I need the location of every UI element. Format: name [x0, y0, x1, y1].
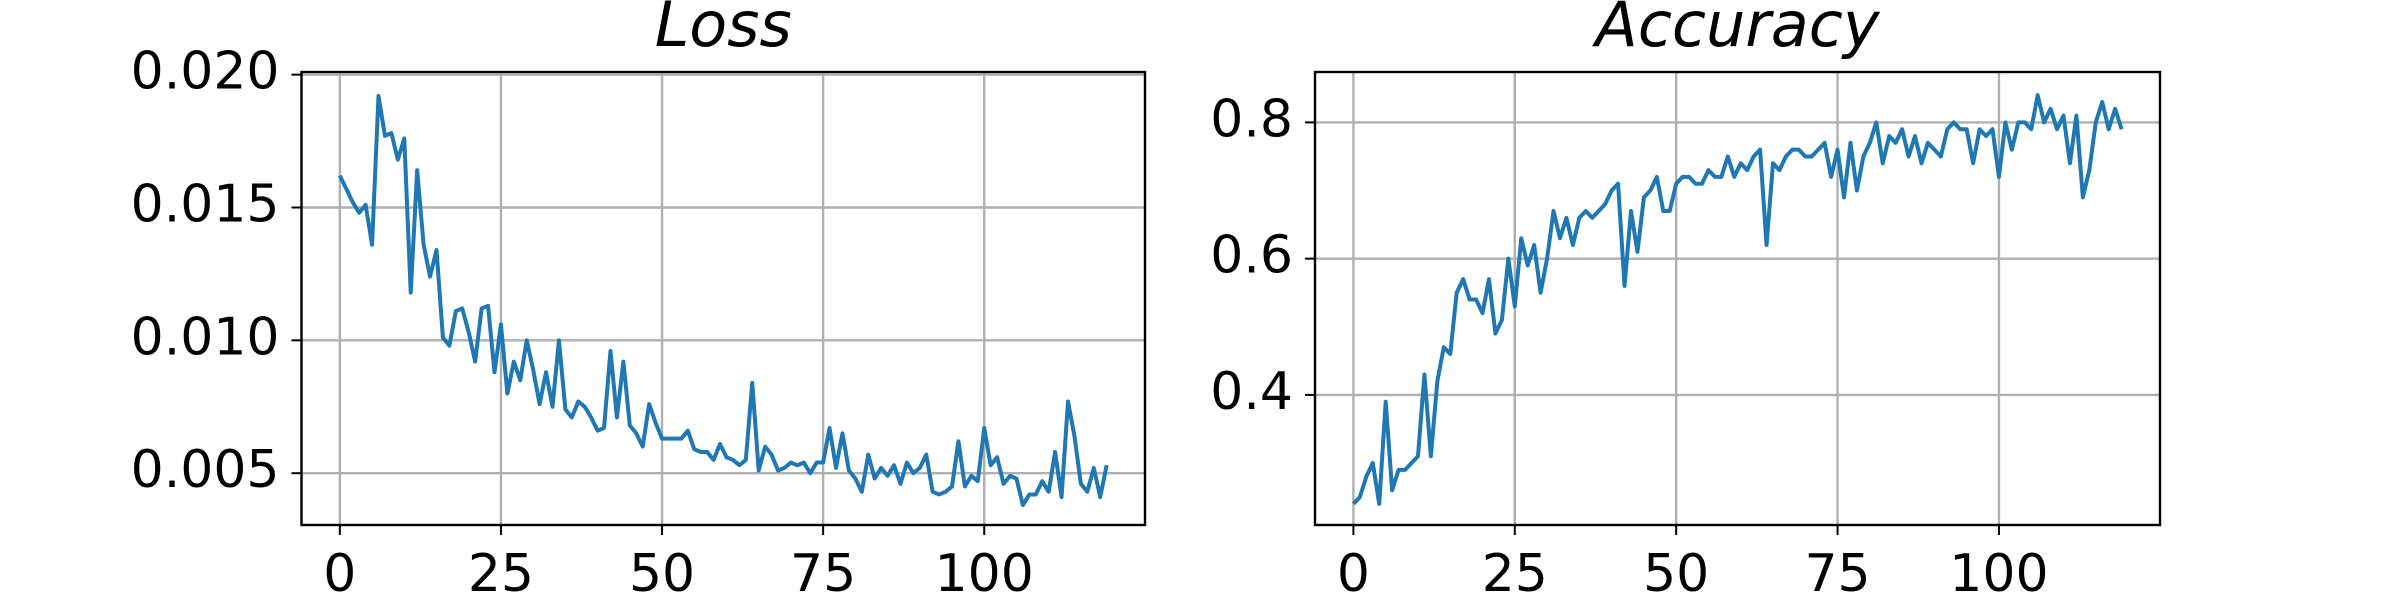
x-tick-label: 0	[1337, 544, 1370, 600]
data-line	[1351, 93, 2124, 506]
y-tick-label: 0.6	[1210, 226, 1293, 286]
chart-title: Accuracy	[1591, 0, 1880, 61]
y-tick-label: 0.4	[1210, 362, 1293, 422]
x-tick-label: 100	[935, 544, 1034, 600]
y-tick-label: 0.015	[131, 175, 280, 235]
y-tick-label: 0.020	[131, 42, 280, 102]
x-tick-label: 25	[1482, 544, 1548, 600]
data-line	[338, 93, 1109, 508]
x-tick-label: 75	[790, 544, 856, 600]
plot-frame	[300, 70, 1147, 527]
x-tick-label: 25	[468, 544, 534, 600]
chart-panel: 0 25 50 75 100 0.005 0.010 0.015 0.020 Loss	[131, 0, 1147, 600]
x-tick-label: 50	[1643, 544, 1709, 600]
y-tick-label: 0.010	[131, 307, 280, 367]
x-tick-label: 50	[629, 544, 695, 600]
x-tick-label: 100	[1949, 544, 2048, 600]
x-tick-label: 75	[1804, 544, 1870, 600]
y-tick-label: 0.8	[1210, 89, 1293, 149]
chart-panel: 0 25 50 75 100 0.4 0.6 0.8 Accuracy	[1210, 0, 2162, 600]
chart-title: Loss	[655, 0, 792, 61]
x-tick-label: 0	[323, 544, 356, 600]
plot-frame	[1313, 70, 2162, 527]
y-tick-label: 0.005	[131, 440, 280, 500]
